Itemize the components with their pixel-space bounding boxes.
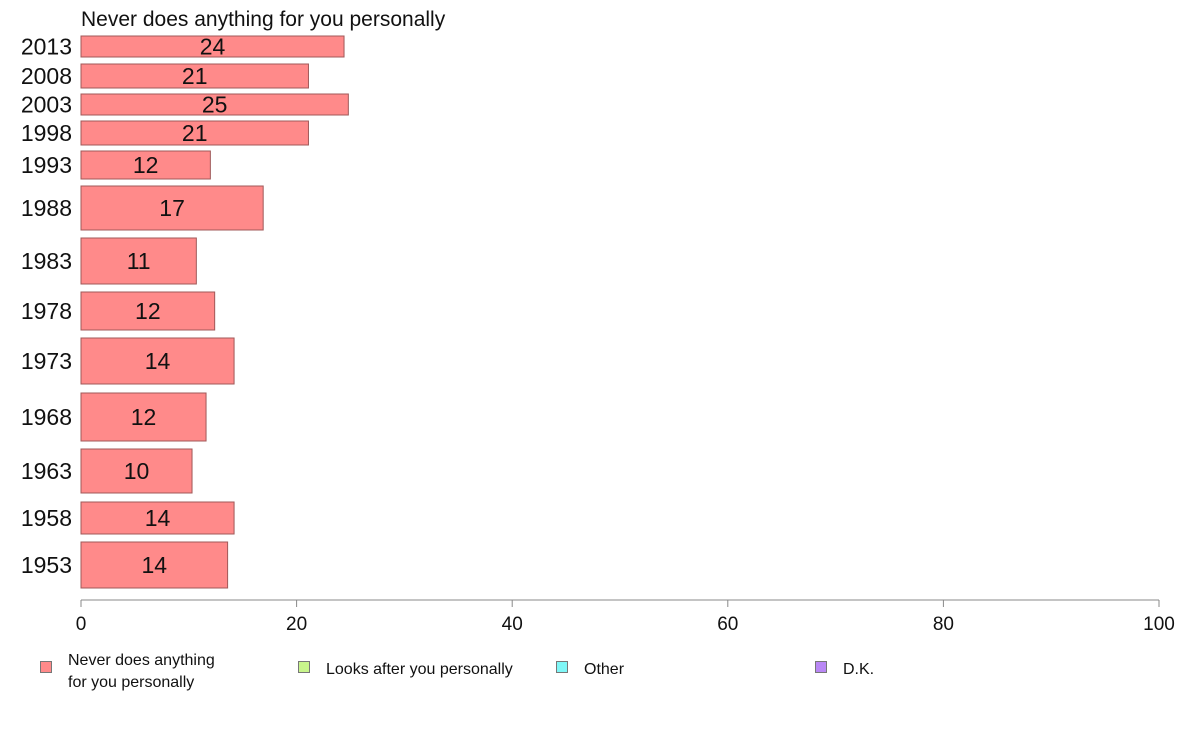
legend-label-looks-after: Looks after you personally bbox=[326, 661, 513, 678]
chart: Never does anything for you personally 2… bbox=[21, 8, 1175, 635]
data-label-1978: 12 bbox=[135, 298, 161, 324]
y-tick-label: 2008 bbox=[21, 63, 72, 89]
x-tick-label: 60 bbox=[717, 614, 738, 635]
data-label-1988: 17 bbox=[159, 195, 185, 221]
y-tick-label: 2013 bbox=[21, 34, 72, 60]
bar-1983 bbox=[80, 237, 197, 285]
legend-swatch-looks-after bbox=[298, 661, 310, 673]
y-tick-label: 1983 bbox=[21, 248, 72, 274]
legend-label-dk: D.K. bbox=[843, 661, 875, 678]
legend-swatch-dk bbox=[815, 661, 827, 673]
bar-2013 bbox=[80, 35, 345, 58]
data-label-2013: 24 bbox=[200, 34, 226, 60]
legend-item-looks-after: Looks after you personally bbox=[298, 650, 513, 681]
x-tick-label: 20 bbox=[286, 614, 307, 635]
y-tick-label: 1968 bbox=[21, 404, 72, 430]
bar-1973 bbox=[80, 337, 235, 385]
x-tick-label: 0 bbox=[76, 614, 87, 635]
bar-1953 bbox=[80, 541, 229, 589]
bar-1993 bbox=[80, 150, 211, 180]
data-label-1998: 21 bbox=[182, 120, 208, 146]
y-tick-label: 1988 bbox=[21, 195, 72, 221]
x-axis: 0 20 40 60 80 100 bbox=[76, 599, 1175, 635]
bar-1988 bbox=[80, 185, 264, 231]
y-tick-label: 1953 bbox=[21, 552, 72, 578]
y-tick-label: 1998 bbox=[21, 120, 72, 146]
chart-title: Never does anything for you personally bbox=[81, 8, 446, 31]
bar-2008 bbox=[80, 63, 309, 89]
data-label-1983: 11 bbox=[127, 248, 151, 274]
y-tick-label: 1993 bbox=[21, 152, 72, 178]
x-tick-label: 80 bbox=[933, 614, 954, 635]
bar-1998 bbox=[80, 120, 309, 146]
bar-2003 bbox=[80, 93, 349, 116]
legend-swatch-other bbox=[556, 661, 568, 673]
legend-label-never: Never does anything for you personally bbox=[68, 652, 215, 691]
bar-1958 bbox=[80, 501, 235, 535]
legend: Never does anything for you personally L… bbox=[0, 650, 1188, 710]
data-label-1993: 12 bbox=[133, 152, 159, 178]
data-label-1963: 10 bbox=[124, 458, 150, 484]
legend-item-never: Never does anything for you personally bbox=[40, 650, 215, 694]
data-label-2008: 21 bbox=[182, 63, 208, 89]
legend-item-dk: D.K. bbox=[815, 650, 874, 681]
bars-group: 2013 24 2008 21 2003 25 1998 21 1993 12 1988 17 1983… bbox=[21, 34, 349, 589]
y-tick-label: 1963 bbox=[21, 458, 72, 484]
data-label-1973: 14 bbox=[145, 348, 171, 374]
y-tick-label: 2003 bbox=[21, 92, 72, 118]
x-tick-label: 100 bbox=[1143, 614, 1175, 635]
x-tick-label: 40 bbox=[502, 614, 523, 635]
bar-1978 bbox=[80, 291, 216, 331]
data-label-1968: 12 bbox=[131, 404, 157, 430]
y-tick-label: 1973 bbox=[21, 348, 72, 374]
data-label-2003: 25 bbox=[202, 92, 228, 118]
data-label-1958: 14 bbox=[145, 505, 171, 531]
legend-swatch-never bbox=[40, 661, 52, 673]
y-tick-label: 1978 bbox=[21, 298, 72, 324]
legend-item-other: Other bbox=[556, 650, 624, 681]
legend-label-other: Other bbox=[584, 661, 625, 678]
y-tick-label: 1958 bbox=[21, 505, 72, 531]
bar-1963 bbox=[80, 448, 193, 494]
bar-1968 bbox=[80, 392, 207, 442]
data-label-1953: 14 bbox=[142, 552, 168, 578]
